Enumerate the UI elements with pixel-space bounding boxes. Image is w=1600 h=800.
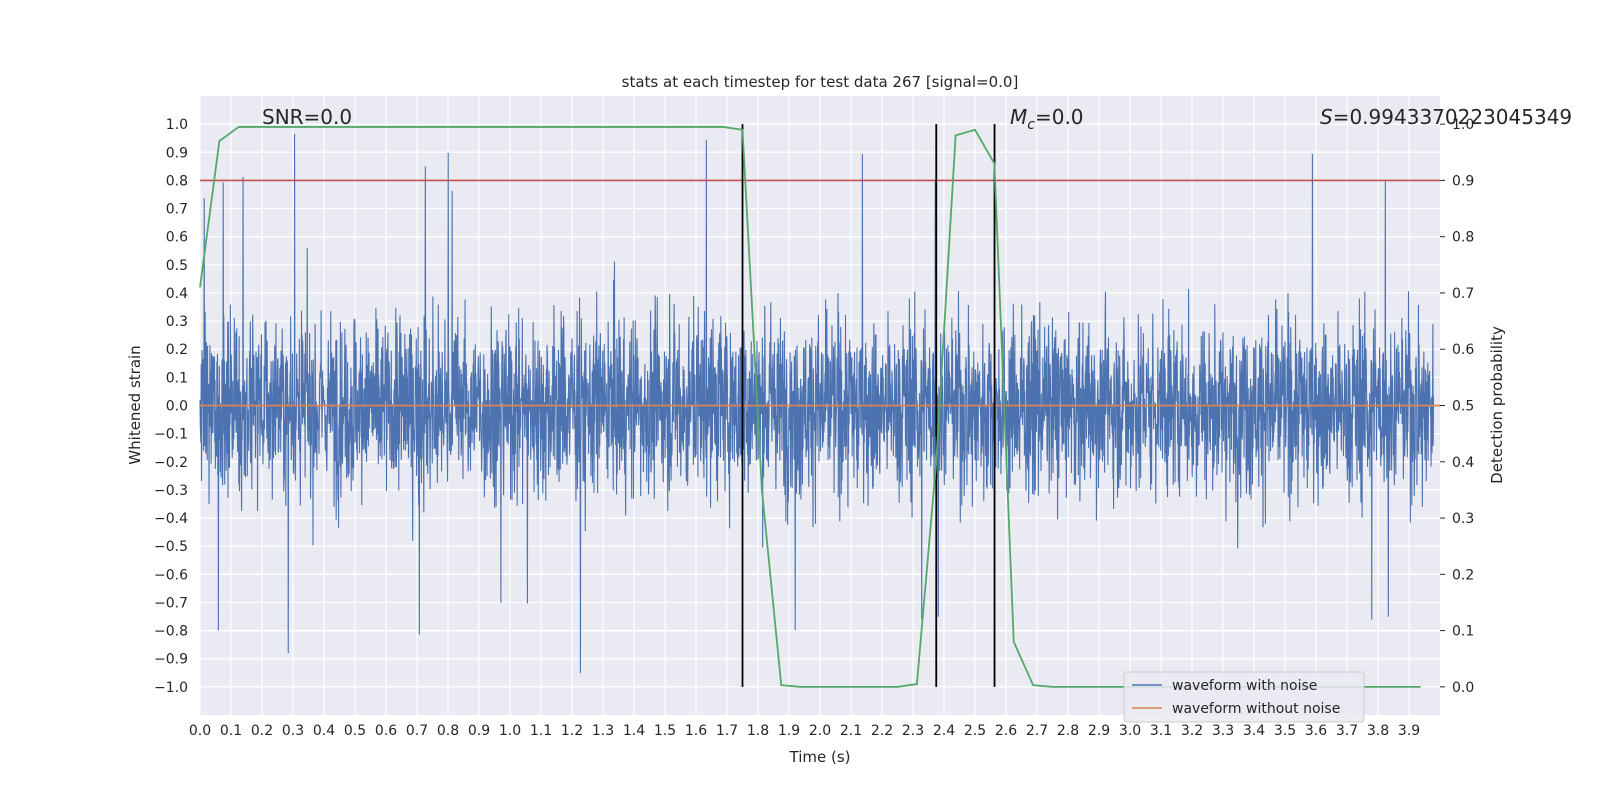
y2-tick-label: 0.4 <box>1452 455 1474 471</box>
x-tick-label: 1.7 <box>716 723 738 739</box>
y2-tick-label: 0.5 <box>1452 399 1474 415</box>
x-tick-label: 2.3 <box>902 723 924 739</box>
x-tick-label: 1.0 <box>499 723 521 739</box>
x-tick-label: 0.1 <box>220 723 242 739</box>
y-tick-label: 0.5 <box>166 258 188 274</box>
y-tick-label: 1.0 <box>166 117 188 133</box>
x-tick-label: 1.2 <box>561 723 583 739</box>
s-annotation: S=0.9943370223045349 <box>1320 105 1572 129</box>
y2-tick-label: 0.6 <box>1452 342 1474 358</box>
x-tick-label: 2.9 <box>1088 723 1110 739</box>
y-tick-label: −0.9 <box>154 652 188 668</box>
vlines <box>741 124 996 687</box>
x-ticks: 0.0 0.1 0.2 0.3 0.4 0.5 0.6 0.7 0.8 0.9 1.0 1.1 1.2 1… <box>189 723 1420 739</box>
y-ticks: 1.0 0.9 0.8 0.7 0.6 0.5 0.4 0.3 0.2 0.1 0.0 −0.1 −0.… <box>154 117 188 696</box>
x-tick-label: 3.8 <box>1367 723 1389 739</box>
y-tick-label: 0.4 <box>166 286 188 302</box>
x-tick-label: 3.6 <box>1305 723 1327 739</box>
y-tick-label: 0.6 <box>166 230 188 246</box>
x-tick-label: 2.7 <box>1026 723 1048 739</box>
y-tick-label: −0.6 <box>154 567 188 583</box>
y2-tick-label: 0.1 <box>1452 624 1474 640</box>
probability-line <box>199 126 1421 688</box>
probability-series <box>199 126 1421 688</box>
x-tick-label: 3.0 <box>1119 723 1141 739</box>
x-tick-label: 2.6 <box>995 723 1017 739</box>
y-tick-label: −0.5 <box>154 539 188 555</box>
y-axis-label: Whitened strain <box>126 345 144 464</box>
s-value: =0.9943370223045349 <box>1333 105 1572 129</box>
x-tick-label: 2.2 <box>871 723 893 739</box>
x-tick-label: 0.0 <box>189 723 211 739</box>
y-tick-label: 0.8 <box>166 173 188 189</box>
y2-tick-label: 0.3 <box>1452 511 1474 527</box>
y2-tick-label: 0.9 <box>1452 173 1474 189</box>
x-tick-label: 2.5 <box>964 723 986 739</box>
y-tick-label: −0.1 <box>154 427 188 443</box>
legend-noise-label: waveform with noise <box>1172 678 1317 694</box>
x-tick-label: 2.1 <box>840 723 862 739</box>
y-tick-label: −0.3 <box>154 483 188 499</box>
y-tick-label: 0.1 <box>166 370 188 386</box>
x-tick-label: 3.5 <box>1274 723 1296 739</box>
y-tick-label: −0.8 <box>154 624 188 640</box>
x-tick-label: 1.8 <box>747 723 769 739</box>
x-tick-label: 1.1 <box>530 723 552 739</box>
y2-tick-label: 0.8 <box>1452 230 1474 246</box>
mc-annotation: Mc=0.0 <box>1010 105 1084 133</box>
y2-tick-label: 0.2 <box>1452 567 1474 583</box>
y-tick-label: 0.7 <box>166 202 188 218</box>
y-tick-label: −0.4 <box>154 511 188 527</box>
x-tick-label: 1.6 <box>685 723 707 739</box>
y-tick-label: 0.9 <box>166 145 188 161</box>
y2-ticks: 1.0 0.9 0.8 0.7 0.6 0.5 0.4 0.3 0.2 0.1 0.0 <box>1440 117 1474 696</box>
x-tick-label: 0.8 <box>437 723 459 739</box>
chart-title: stats at each timestep for test data 267… <box>622 73 1019 91</box>
x-axis-label: Time (s) <box>789 748 851 766</box>
x-tick-label: 3.9 <box>1398 723 1420 739</box>
x-tick-label: 3.2 <box>1181 723 1203 739</box>
x-tick-label: 2.0 <box>809 723 831 739</box>
s-symbol: S <box>1320 105 1333 129</box>
y2-tick-label: 1.0 <box>1452 117 1474 133</box>
y2-axis-label: Detection probability <box>1488 326 1506 484</box>
noise-series <box>199 133 1435 673</box>
x-tick-label: 3.4 <box>1243 723 1265 739</box>
x-tick-label: 1.9 <box>778 723 800 739</box>
mc-symbol: M <box>1010 105 1027 129</box>
x-tick-label: 1.4 <box>623 723 645 739</box>
snr-annotation: SNR=0.0 <box>262 105 352 129</box>
mc-value: =0.0 <box>1035 105 1084 129</box>
x-tick-label: 1.5 <box>654 723 676 739</box>
y2-tick-label: 0.0 <box>1452 680 1474 696</box>
noise-line <box>199 133 1435 673</box>
x-tick-label: 2.8 <box>1057 723 1079 739</box>
x-tick-label: 0.6 <box>375 723 397 739</box>
x-tick-label: 0.4 <box>313 723 335 739</box>
y-tick-label: 0.0 <box>166 399 188 415</box>
x-tick-label: 3.1 <box>1150 723 1172 739</box>
legend-box <box>1123 671 1365 723</box>
mc-subscript: c <box>1027 117 1035 133</box>
x-tick-label: 3.3 <box>1212 723 1234 739</box>
x-tick-label: 1.3 <box>592 723 614 739</box>
y-tick-label: 0.2 <box>166 342 188 358</box>
legend: waveform with noise waveform without noi… <box>1123 671 1365 723</box>
y-tick-label: −0.7 <box>154 595 188 611</box>
x-tick-label: 0.9 <box>468 723 490 739</box>
y-tick-label: −1.0 <box>154 680 188 696</box>
x-tick-label: 0.2 <box>251 723 273 739</box>
y-tick-label: −0.2 <box>154 455 188 471</box>
x-tick-label: 3.7 <box>1336 723 1358 739</box>
x-tick-label: 2.4 <box>933 723 955 739</box>
legend-clean-label: waveform without noise <box>1172 701 1340 717</box>
x-tick-label: 0.3 <box>282 723 304 739</box>
x-tick-label: 0.5 <box>344 723 366 739</box>
y-tick-label: 0.3 <box>166 314 188 330</box>
x-tick-label: 0.7 <box>406 723 428 739</box>
y2-tick-label: 0.7 <box>1452 286 1474 302</box>
